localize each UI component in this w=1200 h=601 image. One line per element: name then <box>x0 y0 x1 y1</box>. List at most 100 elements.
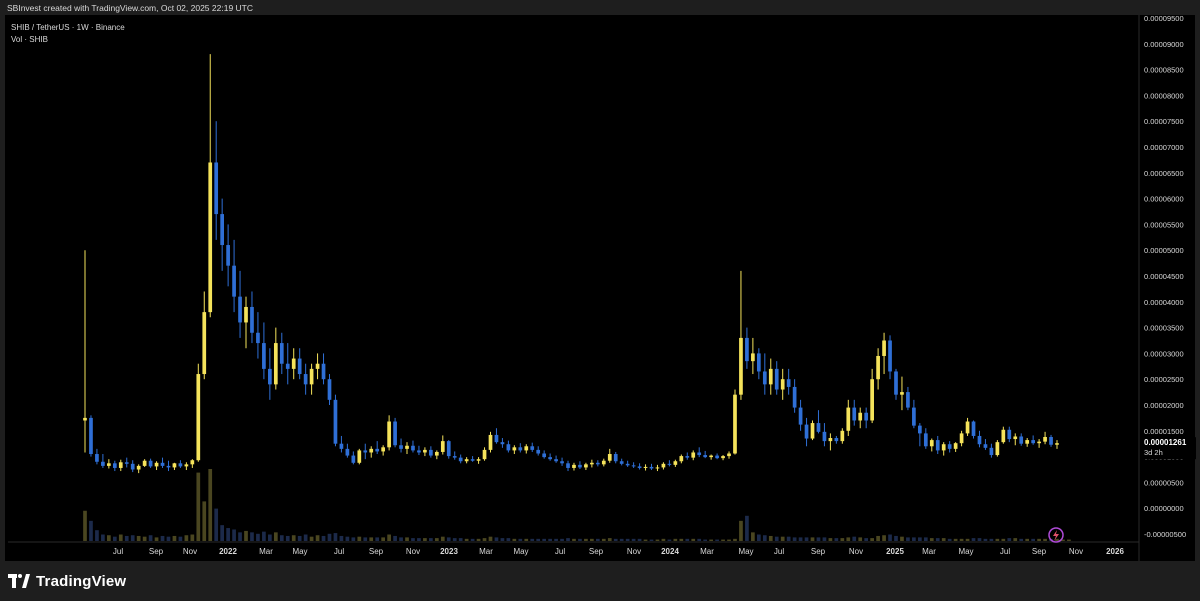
candle-body <box>673 461 678 465</box>
candle-body <box>953 443 958 449</box>
volume-bar <box>1031 538 1035 541</box>
volume-bar <box>798 537 803 541</box>
x-tick-label: Jul <box>113 547 123 556</box>
volume-bar <box>506 538 511 541</box>
candle-body <box>691 452 696 458</box>
candle-body <box>560 461 564 464</box>
volume-bar <box>900 536 904 541</box>
volume-bar <box>148 535 153 541</box>
volume-bar <box>160 535 165 541</box>
x-tick-label: 2025 <box>886 547 904 556</box>
volume-bar <box>411 538 415 541</box>
candle-body <box>530 446 535 450</box>
candle-body <box>518 447 523 451</box>
volume-bar <box>751 532 755 541</box>
candle-body <box>244 306 248 323</box>
volume-bar <box>953 538 958 541</box>
candle-body <box>160 462 165 466</box>
volume-bar <box>721 539 725 541</box>
volume-bar <box>291 535 296 541</box>
y-tick-label: 0.00001500 <box>1144 427 1184 436</box>
volume-bar <box>434 538 439 541</box>
candle-body <box>703 455 708 458</box>
candle-body <box>452 456 457 458</box>
candle-body <box>148 460 153 467</box>
volume-bar <box>321 535 326 541</box>
candle-body <box>786 379 791 387</box>
candle-body <box>315 363 320 369</box>
candle-body <box>369 448 374 453</box>
candle-body <box>470 459 475 461</box>
volume-bar <box>315 535 320 541</box>
volume-bar <box>822 537 827 541</box>
volume-bar <box>142 536 147 541</box>
volume-bar <box>804 537 809 541</box>
candle-body <box>214 162 219 215</box>
candle-body <box>1001 429 1006 443</box>
x-tick-label: Nov <box>406 547 420 556</box>
y-tick-label: 0.00007000 <box>1144 143 1184 152</box>
candle-body <box>923 433 928 447</box>
volume-bar <box>840 538 845 541</box>
volume-legend: Vol · SHIB <box>11 35 48 44</box>
x-tick-label: 2023 <box>440 547 458 556</box>
candle-body <box>250 306 254 333</box>
candle-body <box>572 464 576 468</box>
candle-body <box>262 343 266 369</box>
candle-body <box>458 457 463 462</box>
x-tick-label: May <box>513 547 528 556</box>
volume-bar <box>536 538 541 541</box>
candle-body <box>721 456 725 459</box>
candle-body <box>393 421 397 446</box>
volume-bar <box>780 536 785 541</box>
volume-bar <box>309 536 314 541</box>
candle-body <box>595 462 600 465</box>
candle-body <box>578 464 582 468</box>
candle-body <box>136 465 141 470</box>
candle-body <box>1037 441 1041 444</box>
volume-bar <box>524 538 529 541</box>
candle-body <box>625 463 630 466</box>
volume-bar <box>947 538 952 541</box>
candle-body <box>655 467 660 469</box>
volume-bar <box>929 538 934 541</box>
volume-bar <box>458 538 463 541</box>
volume-bar <box>661 538 666 541</box>
volume-bar <box>846 537 851 541</box>
volume-bar <box>226 528 230 541</box>
candle-body <box>506 444 511 451</box>
volume-bar <box>578 538 582 541</box>
candle-body <box>977 435 982 445</box>
y-tick-label: 0.00009500 <box>1144 14 1184 23</box>
candle-body <box>375 448 380 452</box>
volume-bar <box>1019 538 1024 541</box>
candle-body <box>172 463 177 468</box>
volume-bar <box>244 530 248 541</box>
candle-body <box>446 441 451 457</box>
volume-bar <box>220 525 225 541</box>
y-tick-label: 0.00002500 <box>1144 375 1184 384</box>
volume-bar <box>202 501 207 541</box>
volume-bar <box>733 538 737 541</box>
volume-bar <box>679 538 684 541</box>
tradingview-logo[interactable]: TradingView <box>8 571 126 591</box>
volume-bar <box>482 538 487 541</box>
volume-bar <box>906 537 910 541</box>
x-tick-label: Mar <box>479 547 493 556</box>
volume-bar <box>327 533 332 541</box>
candle-body <box>900 392 904 395</box>
volume-bar <box>1055 538 1059 541</box>
volume-bar <box>339 535 344 541</box>
volume-bar <box>870 538 874 541</box>
volume-bar <box>381 537 386 541</box>
candle-body <box>870 379 874 421</box>
volume-bar <box>112 536 117 541</box>
volume-bar <box>333 533 338 541</box>
volume-bar <box>882 535 886 541</box>
candle-body <box>906 392 910 408</box>
volume-bar <box>727 539 731 541</box>
candle-body <box>494 434 499 443</box>
price-badge-bg <box>1140 437 1196 460</box>
symbol-legend: SHIB / TetherUS · 1W · Binance <box>11 23 125 32</box>
